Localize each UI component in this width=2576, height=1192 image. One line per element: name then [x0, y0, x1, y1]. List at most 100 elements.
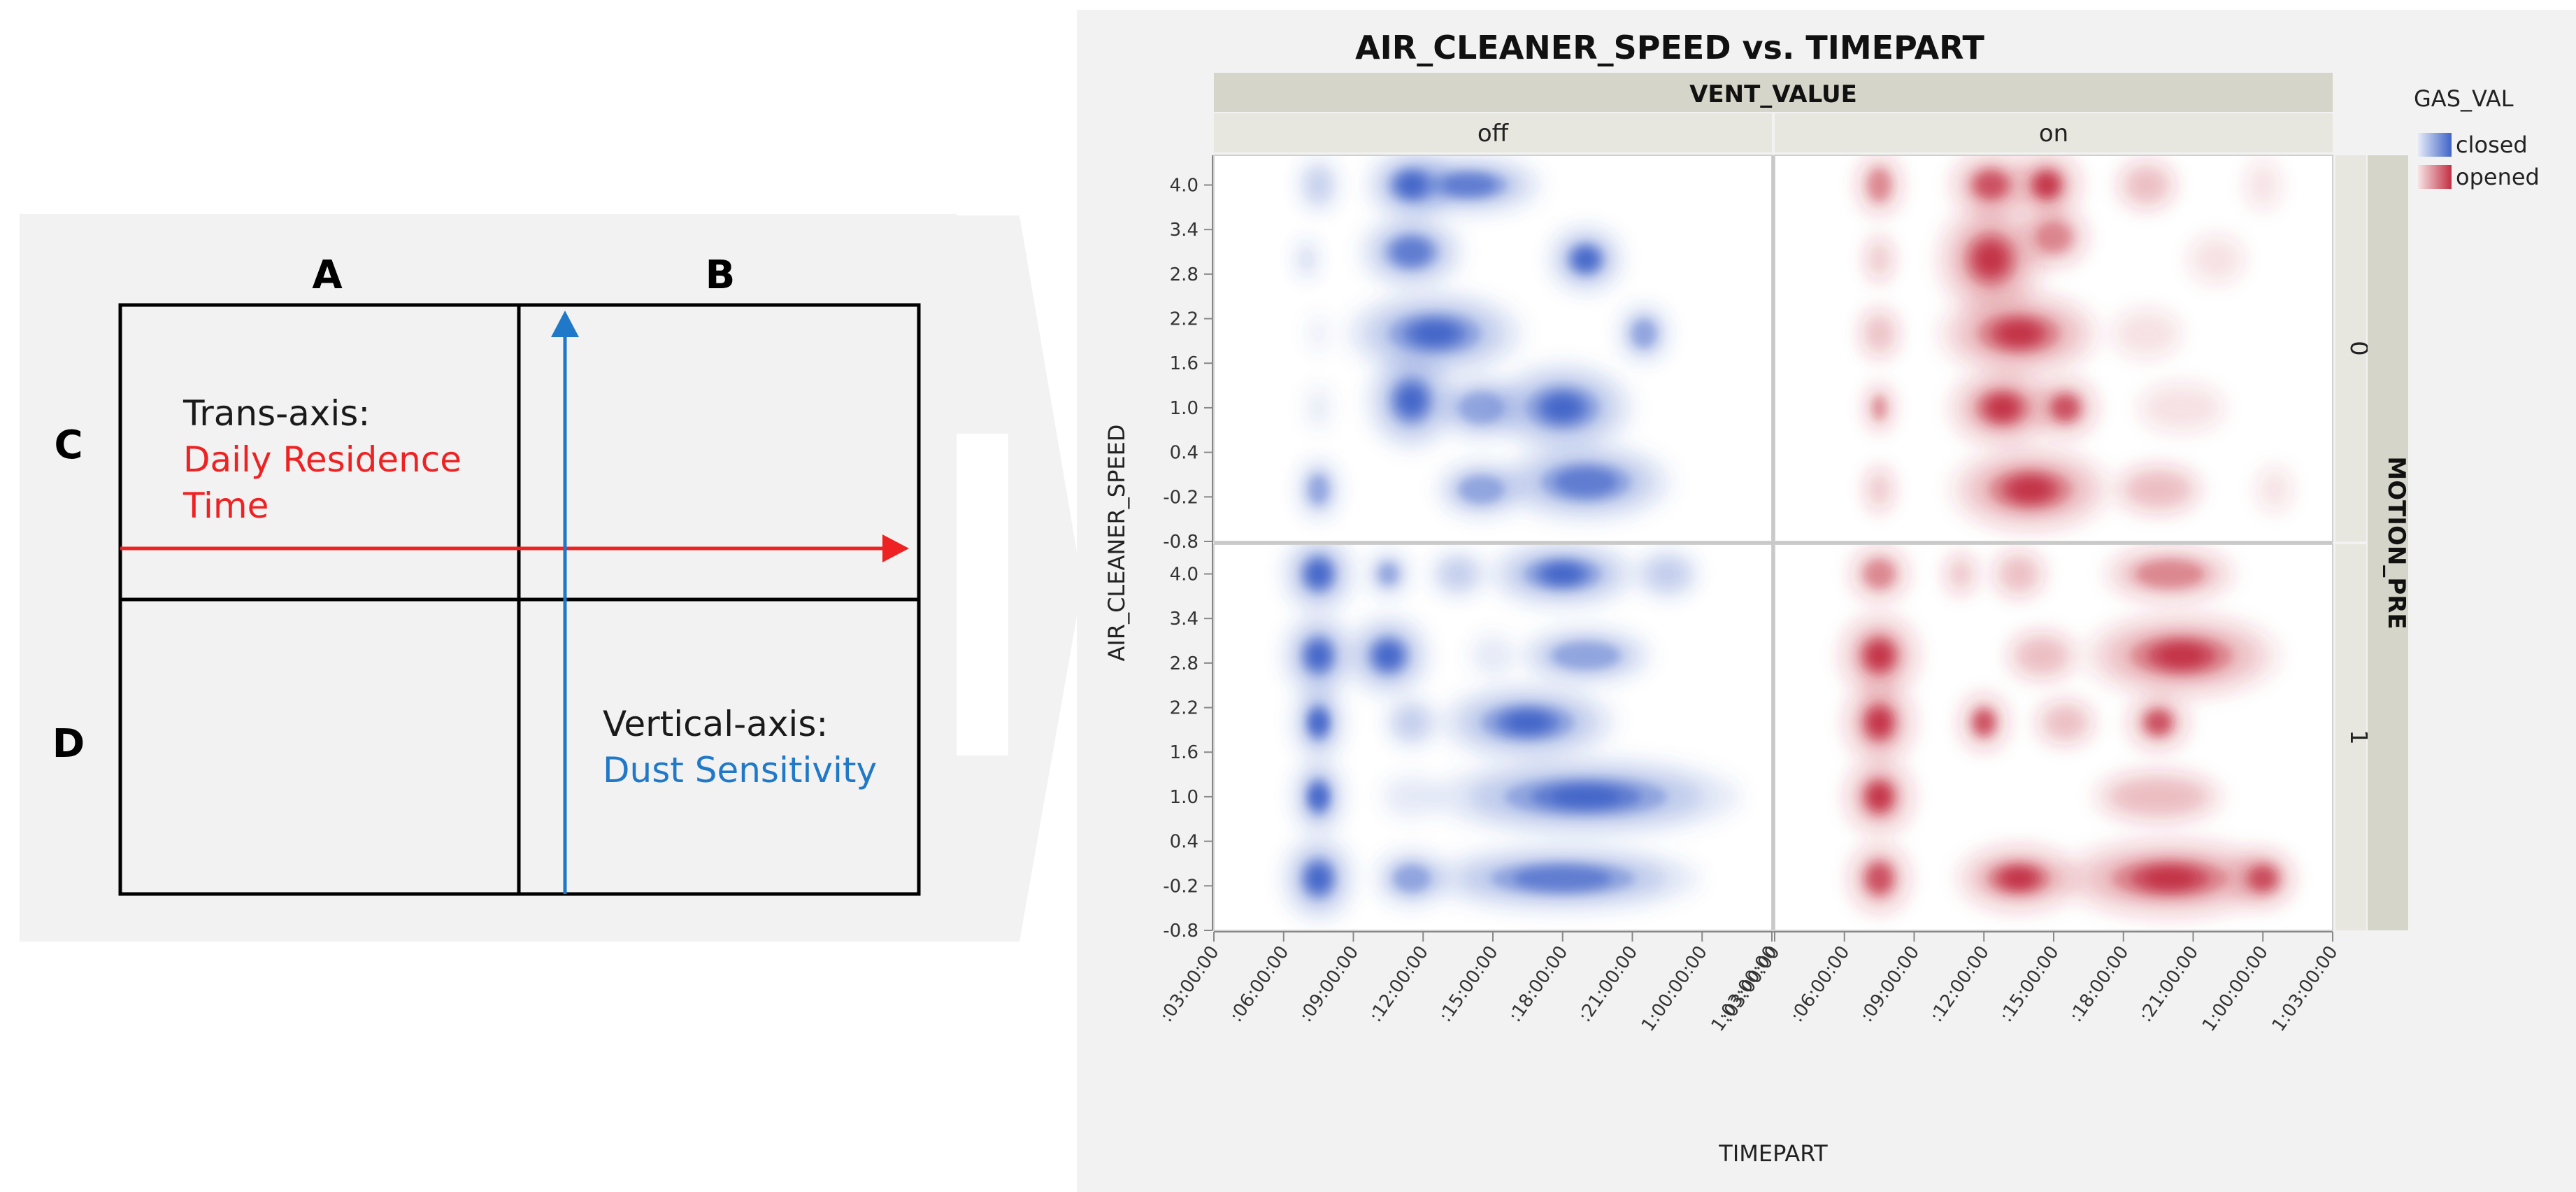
y-axis: 4.0 3.4 2.8 2.2 1.6 1.0 0.4 -0.2 -0.8 4.0 3.4 2.8 2.…: [1163, 155, 1213, 942]
density-blob: [1443, 174, 1496, 196]
row-facet-label-1: 1: [2345, 730, 2373, 745]
density-blob: [2251, 868, 2275, 889]
column-label-b: B: [706, 253, 736, 298]
legend-swatch-closed: [2418, 133, 2452, 157]
x-axis-title: TIMEPART: [1718, 1140, 1828, 1167]
density-blob: [2012, 480, 2048, 499]
density-contours: [1839, 546, 2296, 917]
density-blob: [1979, 247, 2003, 272]
density-blob: [1393, 704, 1431, 740]
density-blob: [1976, 173, 2005, 197]
trans-axis-name-line2: Time: [183, 485, 269, 526]
density-level-3: [1393, 172, 1617, 496]
density-blob: [2035, 221, 2072, 253]
plot-panel-border: [1774, 155, 2333, 542]
column-facet-title-strip: [1214, 73, 2333, 112]
legend-label-opened: opened: [2456, 164, 2540, 190]
y-tick-label: 1.6: [1170, 742, 1198, 763]
density-blob: [2054, 397, 2077, 419]
density-blob: [2245, 160, 2280, 209]
density-blob: [1998, 555, 2039, 593]
density-blob: [1458, 391, 1505, 424]
density-blob: [1458, 475, 1505, 504]
legend-title: GAS_VAL: [2414, 85, 2514, 112]
density-blob: [1393, 864, 1431, 893]
y-tick-label: 2.8: [1170, 264, 1198, 285]
y-tick-label: 4.0: [1170, 564, 1198, 585]
quadrant-diagram: A B C D Trans-axis: Daily Residence Time…: [20, 214, 957, 942]
y-tick-label: 0.4: [1170, 443, 1198, 464]
transition-arrow: [957, 215, 1082, 942]
density-blob: [2124, 470, 2192, 509]
density-blob: [1869, 241, 1889, 278]
density-blob: [2015, 637, 2069, 674]
row-facet-strip-0: [2335, 155, 2366, 541]
density-blob: [1379, 646, 1398, 665]
density-blob: [1401, 177, 1422, 193]
row-label-c: C: [54, 423, 83, 468]
column-label-a: A: [312, 253, 343, 298]
y-tick-label: 2.8: [1170, 653, 1198, 674]
density-blob: [1870, 646, 1889, 665]
density-blob: [1577, 252, 1594, 267]
density-blob: [1644, 556, 1691, 592]
vertical-axis-name: Dust Sensitivity: [603, 750, 877, 790]
density-blob: [1991, 399, 2015, 417]
plot-panel-on-1: [1774, 544, 2333, 931]
density-blob: [1304, 166, 1333, 204]
plot-panel-border: [1213, 155, 1773, 542]
y-axis-title: AIR_CLEANER_SPEED: [1103, 425, 1130, 662]
plot-panel-off-0: [1213, 155, 1773, 542]
plot-panel-border: [1774, 544, 2333, 931]
y-tick-label: 3.4: [1170, 220, 1198, 241]
density-blob: [2135, 560, 2205, 588]
density-blob: [1311, 714, 1326, 731]
density-blob: [2109, 776, 2208, 816]
density-blob: [1868, 865, 1891, 891]
density-blob: [2189, 235, 2244, 283]
density-blob: [1401, 389, 1422, 411]
plot-panels: [1213, 155, 2333, 931]
density-level-3: [1305, 560, 1642, 893]
legend: GAS_VAL closed opened: [2414, 85, 2540, 190]
column-facet-title: VENT_VALUE: [1689, 80, 1857, 108]
density-blob: [1311, 788, 1326, 805]
density-blob: [2124, 166, 2169, 204]
density-blob: [1310, 869, 1326, 888]
vertical-axis-arrow: [551, 311, 579, 894]
vertical-axis-label: Vertical-axis:: [603, 704, 828, 744]
density-blob: [2139, 383, 2224, 432]
density-blob: [1300, 244, 1314, 274]
density-blob: [1438, 557, 1478, 590]
density-blob: [1310, 646, 1326, 665]
density-blob: [1393, 239, 1430, 265]
density-contours: [1283, 544, 1741, 921]
y-tick-label: -0.2: [1163, 876, 1198, 897]
row-facet-strip-1: [2335, 544, 2366, 930]
plot-panel-border: [1213, 544, 1773, 931]
density-blob: [1508, 714, 1547, 731]
y-tick-label: 2.2: [1170, 698, 1198, 719]
density-blob: [1868, 169, 1891, 201]
y-tick-label: -0.2: [1163, 487, 1198, 508]
density-blob: [2147, 712, 2170, 733]
row-facet-title: MOTION_PRE: [2382, 456, 2410, 629]
row-label-d: D: [52, 721, 85, 767]
chart-area: AIR_CLEANER_SPEED vs. TIMEPART VENT_VALU…: [1077, 10, 2576, 1192]
density-blob: [1863, 560, 1895, 588]
density-blob: [2112, 309, 2181, 358]
density-blob: [1307, 387, 1330, 429]
density-blob: [1310, 565, 1326, 583]
column-facet-label-off: off: [1477, 120, 1510, 148]
density-blob: [1554, 468, 1617, 496]
density-blob: [1415, 324, 1454, 343]
column-facet-strip-off: [1214, 113, 1772, 152]
density-level-4: [1979, 177, 2054, 499]
density-blob: [1949, 558, 1972, 590]
density-blob: [1513, 867, 1612, 891]
density-blob: [1871, 788, 1887, 805]
density-blob: [1378, 562, 1399, 586]
y-tick-label: 1.0: [1170, 398, 1198, 419]
density-blob: [2145, 870, 2195, 887]
